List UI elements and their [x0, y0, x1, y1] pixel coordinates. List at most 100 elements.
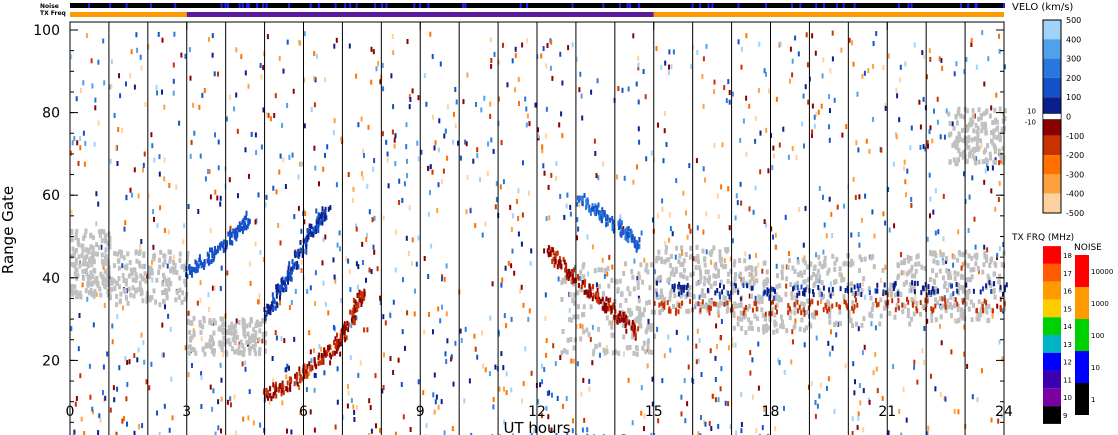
ground-scatter-cell	[110, 276, 114, 282]
velocity-cell	[512, 433, 515, 435]
scatter-point	[452, 139, 455, 145]
scatter-point	[318, 343, 321, 349]
ground-scatter-cell	[959, 113, 963, 119]
scatter-point	[994, 206, 997, 212]
scatter-point	[357, 122, 360, 128]
scatter-point	[454, 123, 457, 129]
velocity-cell	[686, 291, 689, 297]
velocity-cell	[334, 336, 337, 342]
scatter-point	[640, 230, 643, 236]
scatter-point	[357, 372, 360, 378]
velocity-cell	[979, 289, 982, 295]
scatter-point	[204, 176, 207, 182]
ground-scatter-cell	[668, 292, 672, 297]
ground-scatter-cell	[961, 315, 965, 321]
velocity-cell	[287, 275, 290, 281]
scatter-point	[822, 194, 824, 200]
ground-scatter-cell	[638, 312, 641, 318]
scatter-point	[919, 124, 922, 130]
velocity-cell	[264, 316, 267, 322]
scatter-point	[637, 126, 640, 132]
scatter-point	[571, 42, 574, 48]
ground-scatter-cell	[660, 259, 664, 265]
ground-scatter-cell	[72, 252, 76, 258]
scatter-point	[814, 50, 817, 56]
tx-frequency-label: 10	[1063, 394, 1072, 402]
ground-scatter-cell	[962, 287, 966, 293]
noise-bar-segment	[691, 3, 694, 8]
ground-scatter-cell	[985, 257, 989, 263]
velocity-cell	[230, 233, 233, 238]
noise-bar-segment	[974, 3, 977, 8]
velocity-cell	[950, 283, 952, 289]
scatter-point	[623, 175, 626, 181]
velocity-cell	[313, 229, 316, 235]
velocity-cell	[706, 287, 709, 293]
velocity-cell	[203, 262, 206, 268]
ground-scatter-cell	[739, 310, 743, 316]
scatter-point	[940, 340, 943, 346]
scatter-point	[356, 405, 358, 411]
velocity-cell	[617, 313, 620, 319]
scatter-point	[758, 41, 761, 47]
scatter-point	[142, 162, 145, 168]
ground-scatter-cell	[140, 287, 143, 293]
velocity-cell	[800, 310, 803, 316]
scatter-point	[500, 351, 503, 357]
scatter-point	[774, 426, 777, 432]
ground-scatter-cell	[734, 272, 737, 278]
velocity-cell	[602, 433, 605, 435]
scatter-point	[359, 297, 362, 303]
ground-scatter-cell	[773, 312, 777, 318]
velocity-cell	[811, 299, 814, 305]
scatter-point	[381, 131, 384, 137]
scatter-point	[882, 211, 885, 217]
ground-scatter-cell	[831, 291, 835, 297]
velocity-cell	[321, 220, 324, 226]
ground-scatter-cell	[246, 331, 250, 337]
velocity-cell	[734, 283, 737, 289]
scatter-point	[814, 413, 817, 419]
scatter-point	[199, 297, 202, 303]
scatter-point	[861, 350, 864, 356]
ground-scatter-cell	[681, 261, 685, 267]
ground-scatter-cell	[261, 318, 265, 324]
scatter-point	[562, 403, 564, 409]
velocity-cell	[358, 297, 361, 303]
ground-scatter-cell	[762, 260, 766, 266]
scatter-point	[717, 312, 720, 318]
tx-freq-segment	[653, 12, 1004, 17]
noise-scale-swatch	[1075, 255, 1089, 287]
scatter-point	[660, 64, 663, 70]
scatter-point	[329, 360, 332, 366]
ground-scatter-cell	[82, 259, 86, 265]
scatter-point	[858, 194, 861, 200]
scatter-point	[547, 414, 550, 420]
scatter-point	[805, 32, 808, 38]
velocity-cell	[289, 382, 292, 388]
velocity-cell	[835, 302, 838, 308]
velocity-cell	[343, 321, 346, 327]
ground-scatter-cell	[88, 257, 92, 263]
scatter-point	[586, 234, 589, 240]
scatter-point	[879, 277, 882, 283]
scatter-point	[642, 69, 645, 74]
ground-scatter-cell	[785, 276, 789, 282]
ground-scatter-cell	[805, 325, 808, 331]
scatter-point	[829, 281, 832, 287]
velocity-cell	[190, 269, 193, 275]
scatter-point	[990, 188, 993, 194]
ground-scatter-cell	[897, 273, 901, 279]
velocity-scale-swatch	[1043, 116, 1061, 136]
scatter-point	[783, 369, 786, 375]
scatter-point	[856, 424, 859, 430]
scatter-point	[622, 226, 625, 232]
scatter-point	[333, 118, 336, 124]
ground-scatter-cell	[956, 138, 960, 144]
velocity-cell	[632, 237, 635, 243]
velocity-cell	[287, 265, 290, 271]
velocity-scale: 5004003002001000-100-200-300-400-50010-1…	[1025, 16, 1085, 218]
velocity-cell	[333, 340, 335, 346]
scatter-point	[898, 117, 901, 123]
ground-scatter-cell	[869, 295, 873, 301]
